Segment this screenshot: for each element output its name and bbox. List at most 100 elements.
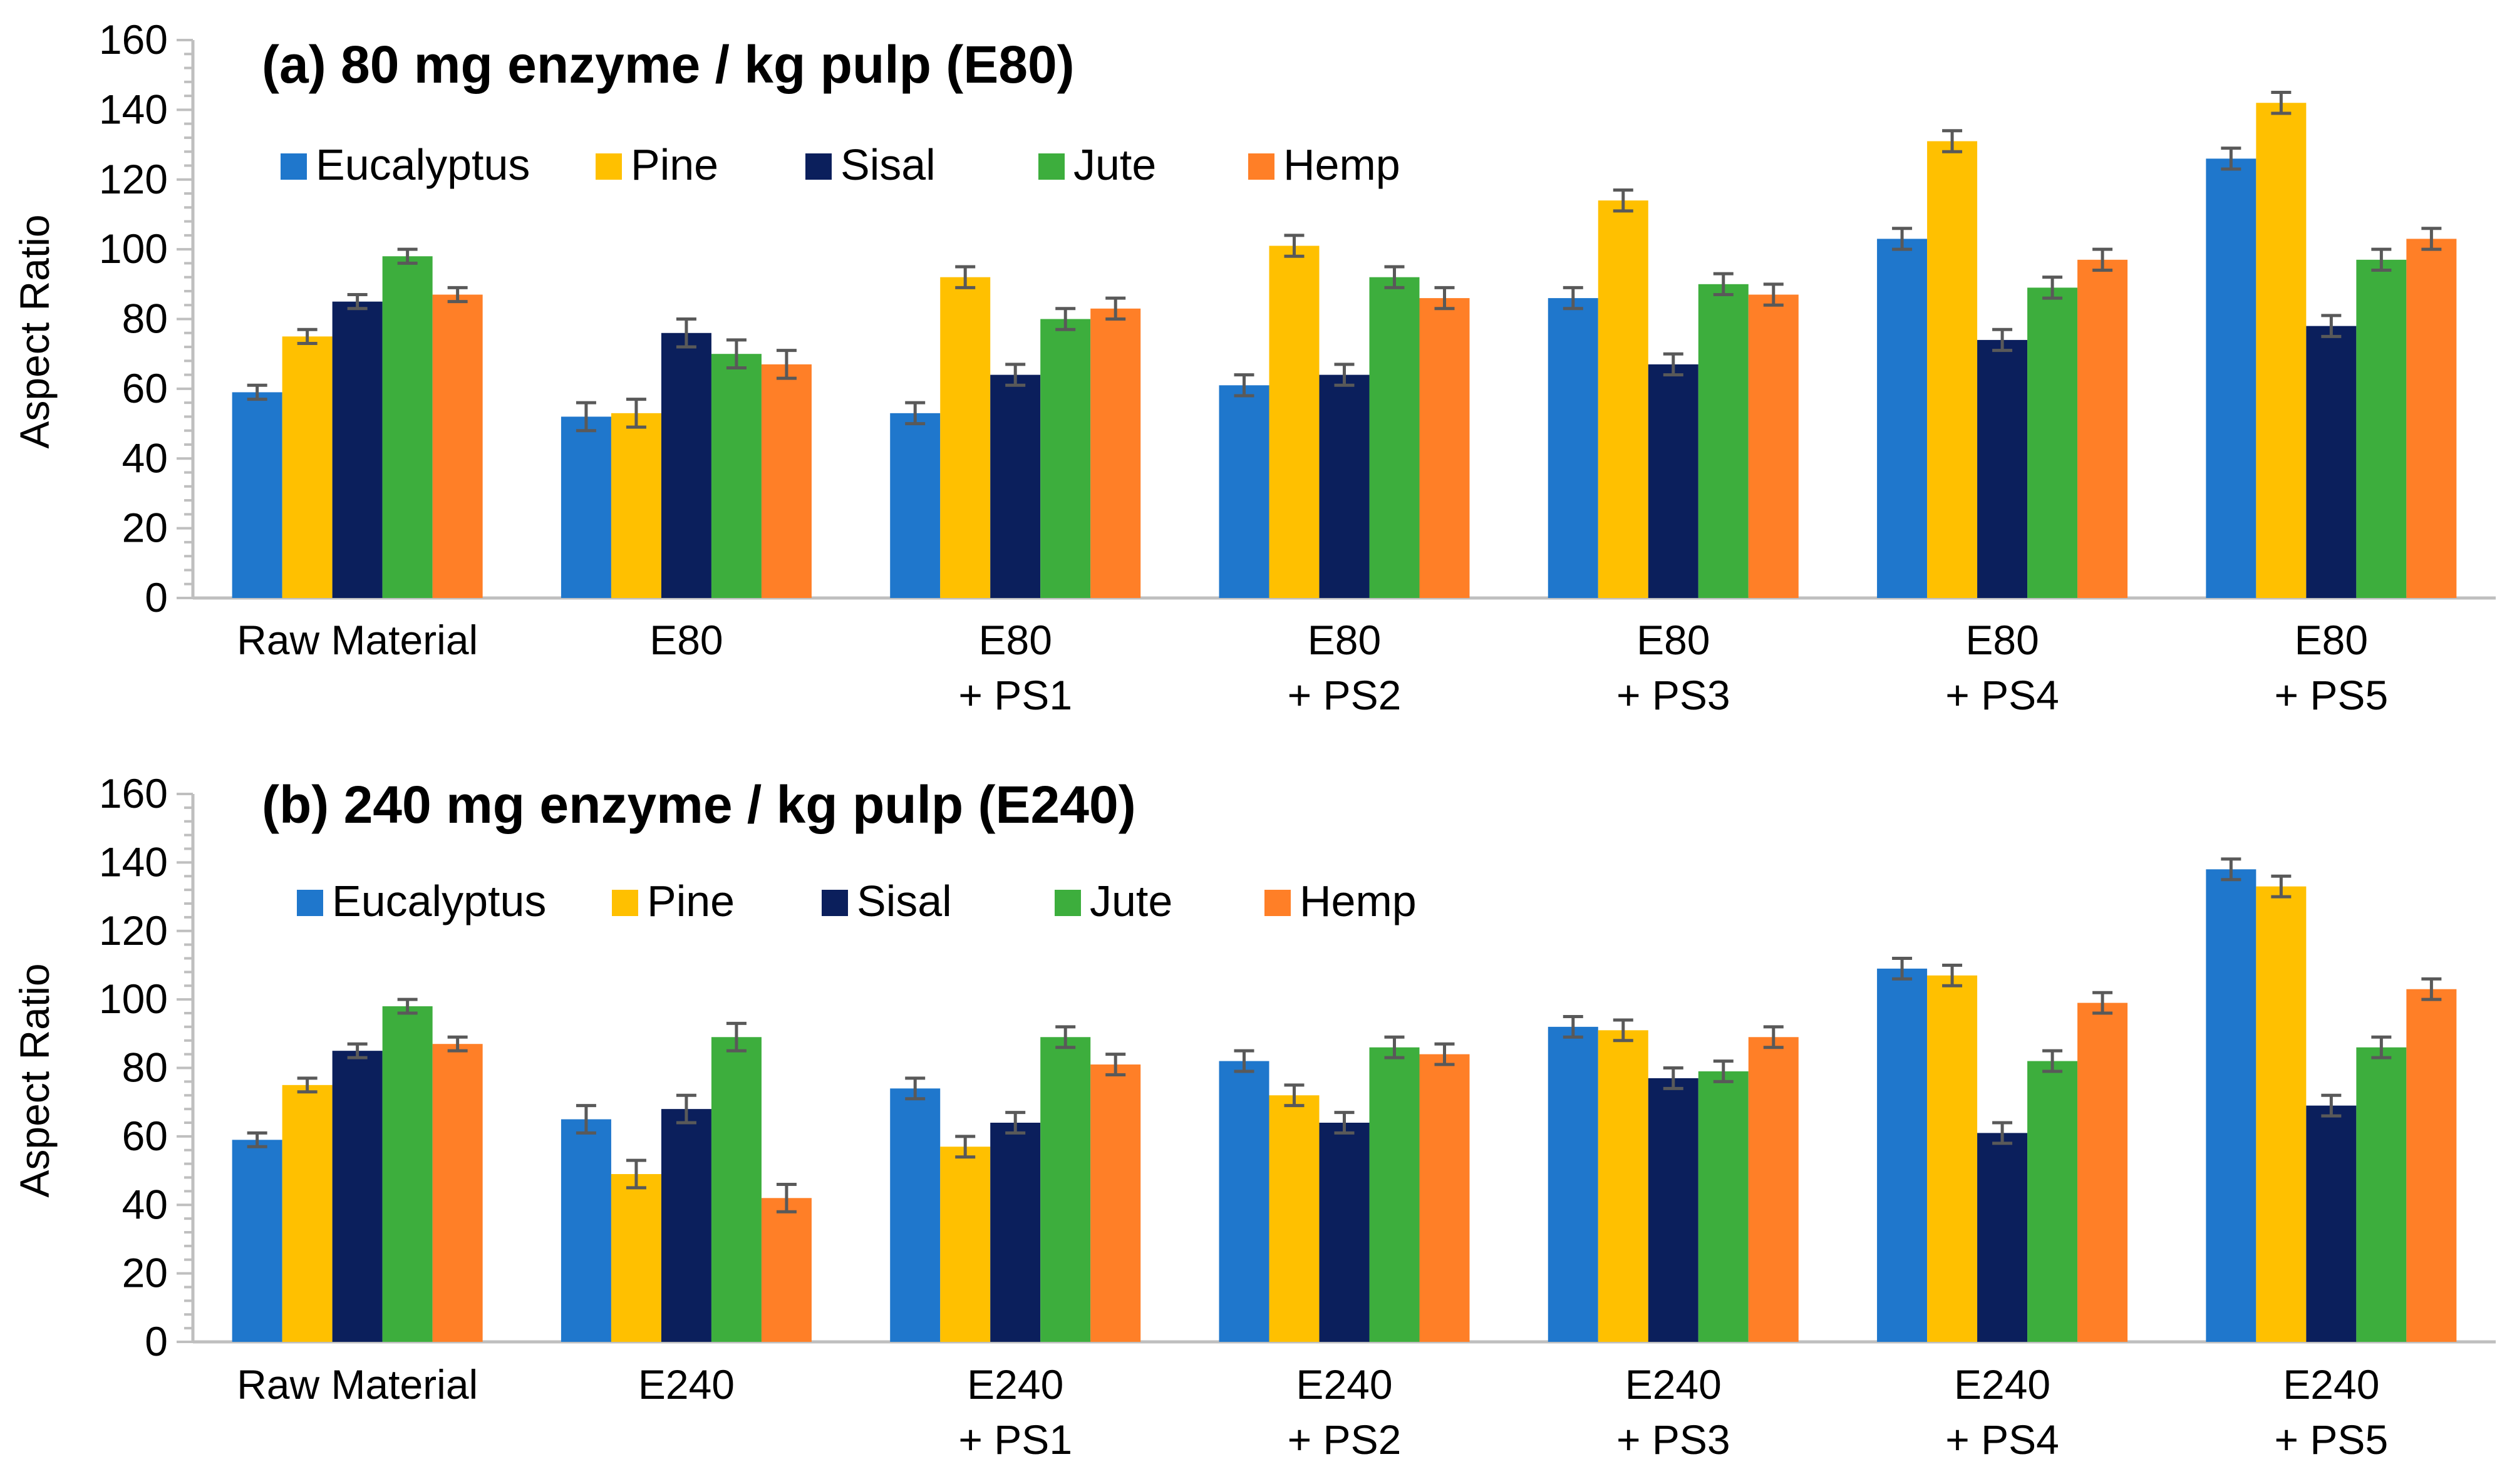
bar-eucalyptus [232, 1140, 282, 1342]
bar-jute [2356, 259, 2407, 598]
bar-hemp [432, 1044, 483, 1342]
bar-jute [1040, 1037, 1091, 1342]
x-tick-label: E80 [1965, 617, 2039, 663]
bar-eucalyptus [2206, 869, 2256, 1342]
panel-b: 0 20 40 60 80 100 120 140 160 Aspect Ratio (b) 240… [11, 770, 2496, 1463]
bar-hemp [1748, 294, 1799, 598]
legend-swatch-eucalyptus [297, 890, 323, 916]
x-tick-label: E240 [638, 1361, 735, 1408]
bar-jute [711, 1037, 762, 1342]
x-tick-label: E80 [2295, 617, 2368, 663]
bar-pine [1269, 1095, 1320, 1342]
legend-swatch-jute [1055, 890, 1081, 916]
bar-hemp [2406, 989, 2457, 1342]
x-tick-label: + PS4 [1945, 672, 2059, 718]
bar-jute [2356, 1047, 2407, 1342]
bar-sisal [2306, 326, 2357, 598]
bar-sisal [332, 1051, 383, 1342]
x-tick-label: + PS3 [1616, 1416, 1730, 1463]
x-tick-label: + PS2 [1288, 1416, 1402, 1463]
bar-eucalyptus [1877, 968, 1928, 1342]
x-tick-label: E240 [1625, 1361, 1722, 1408]
x-tick-label: + PS1 [958, 1416, 1072, 1463]
bar-eucalyptus [1548, 298, 1598, 598]
y-tick-label: 100 [99, 976, 168, 1022]
bar-eucalyptus [2206, 158, 2256, 598]
bar-sisal [2306, 1105, 2357, 1342]
y-tick-label: 140 [99, 838, 168, 885]
bar-pine [2256, 886, 2307, 1342]
legend-swatch-hemp [1264, 890, 1291, 916]
bar-jute [1040, 319, 1091, 598]
legend-label-pine: Pine [631, 140, 718, 189]
x-tick-label: E240 [1954, 1361, 2050, 1408]
legend-label-eucalyptus: Eucalyptus [332, 877, 546, 925]
y-axis-title: Aspect Ratio [11, 214, 58, 448]
legend-swatch-hemp [1248, 153, 1274, 180]
x-tick-label: E80 [649, 617, 723, 663]
x-tick-label: E240 [967, 1361, 1063, 1408]
bar-hemp [1419, 1054, 1470, 1342]
y-tick-label: 80 [122, 296, 168, 342]
bar-eucalyptus [561, 1119, 611, 1342]
legend-swatch-sisal [805, 153, 832, 180]
bar-jute [382, 1006, 433, 1342]
bar-pine [1927, 141, 1978, 598]
y-tick-label: 160 [99, 16, 168, 63]
bar-pine [282, 336, 333, 598]
bar-eucalyptus [890, 1088, 941, 1342]
bar-sisal [990, 1123, 1041, 1342]
legend-swatch-pine [612, 890, 638, 916]
bar-hemp [761, 364, 812, 598]
bar-eucalyptus [232, 392, 282, 598]
bar-eucalyptus [561, 416, 611, 598]
bar-pine [1598, 200, 1648, 599]
x-tick-label: Raw Material [237, 617, 478, 663]
x-tick-label: + PS5 [2275, 1416, 2389, 1463]
y-tick-label: 160 [99, 770, 168, 817]
x-tick-label: + PS3 [1616, 672, 1730, 718]
bar-sisal [990, 374, 1041, 598]
x-tick-label: Raw Material [237, 1361, 478, 1408]
y-tick-label: 140 [99, 86, 168, 132]
bar-hemp [1090, 1064, 1141, 1342]
x-tick-label: + PS4 [1945, 1416, 2059, 1463]
bar-pine [611, 1174, 661, 1342]
bar-pine [1269, 245, 1320, 598]
bar-pine [1598, 1030, 1648, 1342]
legend-label-jute: Jute [1090, 877, 1172, 925]
y-tick-label: 0 [145, 1318, 168, 1364]
bar-sisal [661, 1109, 711, 1342]
x-tick-label: E80 [978, 617, 1052, 663]
bar-sisal [332, 301, 383, 598]
y-tick-label: 40 [122, 1181, 168, 1227]
x-tick-label: E240 [2283, 1361, 2379, 1408]
bar-eucalyptus [1219, 385, 1269, 598]
x-tick-label: + PS5 [2275, 672, 2389, 718]
bar-pine [940, 1146, 991, 1342]
bar-eucalyptus [1219, 1061, 1269, 1342]
legend-swatch-jute [1038, 153, 1065, 180]
bar-jute [1698, 1071, 1749, 1342]
bar-jute [2027, 287, 2078, 598]
bar-jute [1369, 277, 1420, 598]
bar-pine [940, 277, 991, 598]
y-tick-label: 80 [122, 1044, 168, 1091]
y-tick-label: 60 [122, 1113, 168, 1159]
bar-hemp [2406, 239, 2457, 598]
bar-hemp [2077, 259, 2128, 598]
bar-hemp [2077, 1002, 2128, 1342]
chart-title: (b) 240 mg enzyme / kg pulp (E240) [262, 775, 1136, 834]
bar-hemp [1748, 1037, 1799, 1342]
bar-jute [1698, 284, 1749, 598]
x-tick-label: E80 [1636, 617, 1710, 663]
bar-jute [2027, 1061, 2078, 1342]
bar-hemp [761, 1198, 812, 1342]
bar-jute [711, 354, 762, 598]
legend-label-eucalyptus: Eucalyptus [316, 140, 530, 189]
y-tick-label: 0 [145, 574, 168, 621]
legend-swatch-pine [596, 153, 622, 180]
bar-pine [282, 1085, 333, 1342]
legend-label-sisal: Sisal [857, 877, 952, 925]
